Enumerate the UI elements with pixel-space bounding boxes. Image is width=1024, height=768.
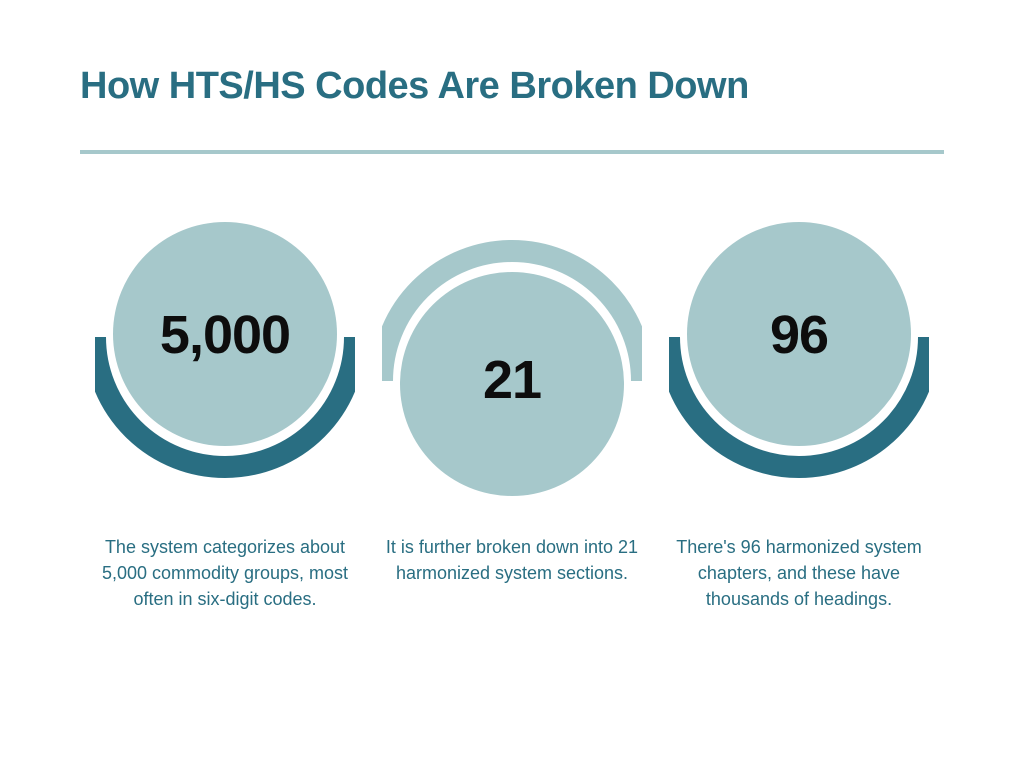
infographic-page: How HTS/HS Codes Are Broken Down 5,000 T… <box>0 0 1024 768</box>
stat-circle-wrap: 96 <box>669 209 929 509</box>
stat-item-5000: 5,000 The system categorizes about 5,000… <box>85 209 365 612</box>
stat-item-21: 21 It is further broken down into 21 har… <box>372 209 652 586</box>
stat-item-96: 96 There's 96 harmonized system chapters… <box>659 209 939 612</box>
divider-line <box>80 150 944 154</box>
stat-circle-wrap: 5,000 <box>95 209 355 509</box>
page-title: How HTS/HS Codes Are Broken Down <box>80 65 944 108</box>
stats-row: 5,000 The system categorizes about 5,000… <box>80 209 944 612</box>
stat-number: 5,000 <box>95 304 355 366</box>
stat-circle-wrap: 21 <box>382 209 642 509</box>
stat-number: 96 <box>669 304 929 366</box>
stat-description: There's 96 harmonized system chapters, a… <box>659 534 939 612</box>
stat-description: It is further broken down into 21 harmon… <box>372 534 652 586</box>
stat-number: 21 <box>382 349 642 411</box>
stat-description: The system categorizes about 5,000 commo… <box>85 534 365 612</box>
